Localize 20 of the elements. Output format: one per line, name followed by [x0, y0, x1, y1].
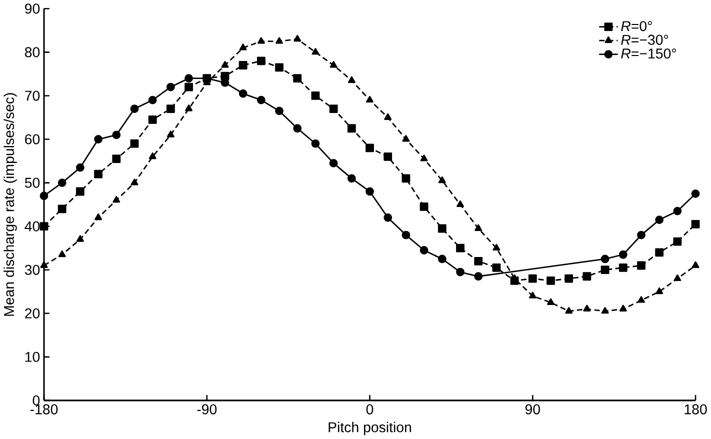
x-tick-label: -180 [30, 404, 58, 414]
legend-label: R=−30° [621, 34, 668, 45]
x-axis-title: Pitch position [328, 422, 412, 436]
legend-label: R=0° [621, 21, 652, 32]
y-tick-label: 10 [25, 352, 40, 362]
y-tick-label: 50 [24, 178, 40, 188]
y-tick-label: 60 [25, 134, 40, 144]
y-tick-label: 70 [25, 90, 40, 101]
y-tick-label: 20 [25, 308, 40, 319]
x-tick-label: 90 [525, 404, 540, 414]
x-tick-label: 0 [366, 404, 374, 414]
x-tick-label: 180 [684, 404, 707, 414]
y-tick-label: 0 [32, 396, 40, 406]
y-tick-label: 30 [24, 264, 40, 276]
y-axis-title: Mean discharge rate (impulses/sec) [4, 93, 17, 316]
x-tick-label: -90 [197, 404, 217, 414]
y-tick-label: 80 [24, 47, 40, 58]
y-tick-label: 40 [24, 221, 40, 232]
y-tick-label: 90 [25, 4, 40, 14]
legend-label: R=−150° [621, 48, 676, 59]
